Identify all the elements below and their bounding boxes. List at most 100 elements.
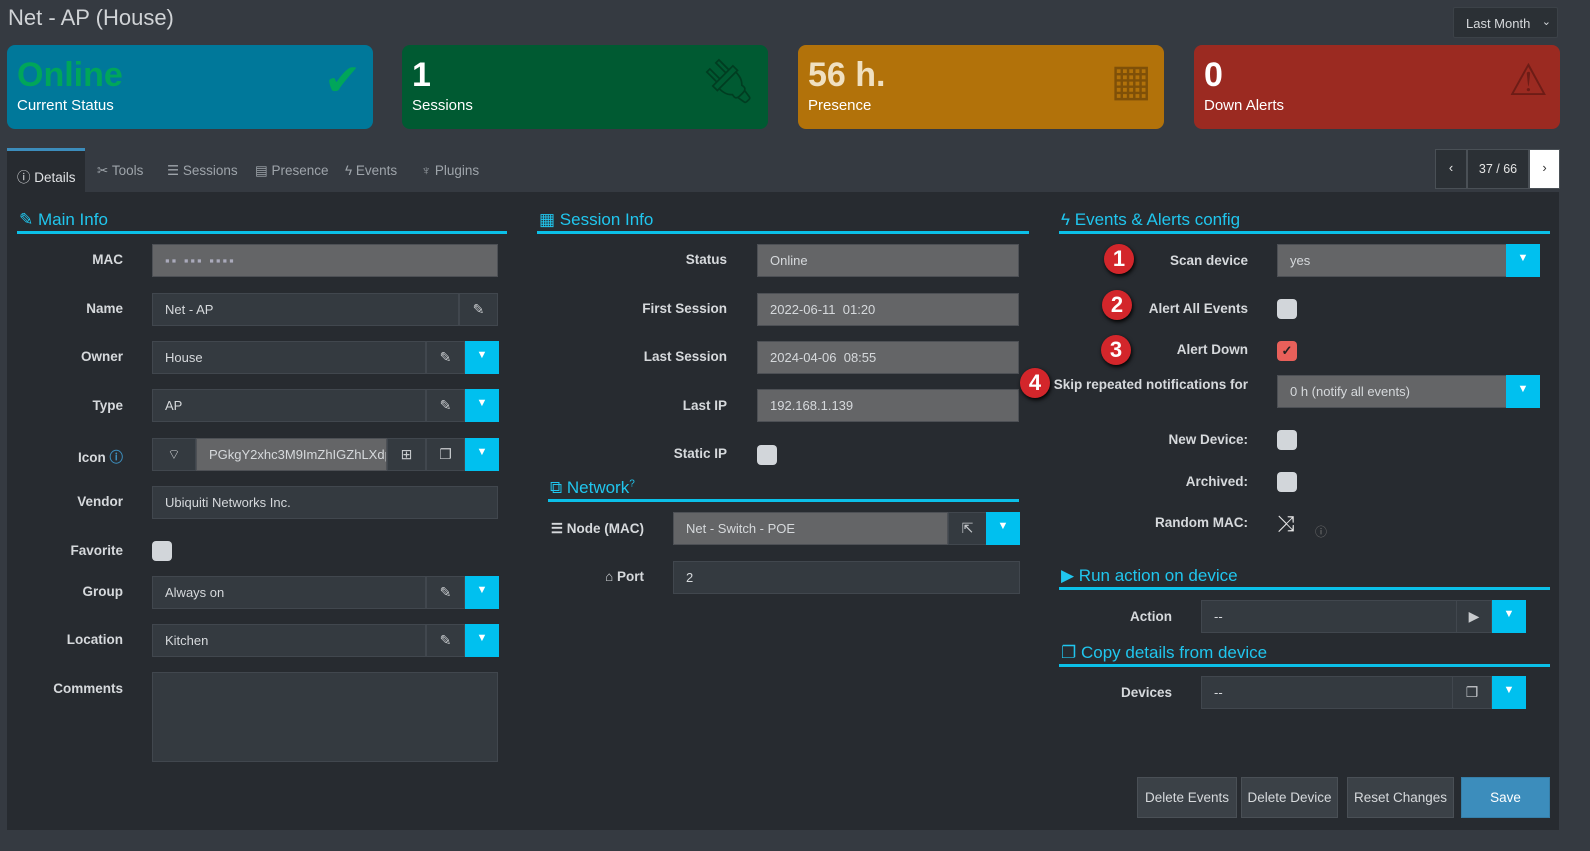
group-dropdown-button[interactable]: ▼ (465, 576, 499, 609)
help-icon[interactable]: ? (629, 478, 635, 490)
icon-dropdown-button[interactable]: ▼ (465, 438, 499, 471)
edit-location-button[interactable]: ✎ (426, 624, 465, 657)
tab-label: Presence (271, 163, 329, 178)
presence-card[interactable]: 56 h. Presence ▦ (798, 45, 1164, 129)
copy-icon-button[interactable]: ❐ (426, 438, 465, 471)
icon-field[interactable]: PGkgY2xhc3M9ImZhIGZhLXdp (196, 438, 387, 471)
new-device-checkbox[interactable] (1277, 430, 1297, 450)
heading-text: Network (566, 478, 630, 497)
node-label: ☰ Node (MAC) (550, 521, 644, 536)
copy-details-heading: ❐ Copy details from device (1059, 643, 1550, 667)
main-info-heading: ✎ Main Info (17, 210, 507, 234)
tab-plugins[interactable]: ♆ Plugins (421, 163, 480, 178)
location-field[interactable]: Kitchen (152, 624, 426, 657)
alert-down-checkbox[interactable]: ✓ (1277, 341, 1297, 361)
events-config-heading: ϟ Events & Alerts config (1059, 210, 1550, 234)
action-label: Action (1130, 609, 1172, 624)
tab-sessions[interactable]: ☰ Sessions (167, 163, 238, 178)
tab-tools[interactable]: ✂ Tools (97, 163, 144, 178)
owner-dropdown-button[interactable]: ▼ (465, 341, 499, 374)
name-field[interactable]: Net - AP (152, 293, 459, 326)
vendor-field[interactable]: Ubiquiti Networks Inc. (152, 486, 498, 519)
group-field[interactable]: Always on (152, 576, 426, 609)
tab-label: Events (355, 163, 398, 178)
sessions-card[interactable]: 1 Sessions 🔌︎ (402, 45, 768, 129)
location-dropdown-button[interactable]: ▼ (465, 624, 499, 657)
archived-label: Archived: (1185, 474, 1248, 489)
edit-type-button[interactable]: ✎ (426, 389, 465, 422)
period-select[interactable]: Last Month ⌄ (1453, 7, 1558, 38)
static-ip-checkbox[interactable] (757, 445, 777, 465)
info-icon[interactable]: ⓘ (1315, 525, 1328, 539)
alert-all-events-checkbox[interactable] (1277, 299, 1297, 319)
chevron-down-icon: ⌄ (1541, 16, 1551, 28)
owner-field[interactable]: House (152, 341, 426, 374)
save-button[interactable]: Save (1461, 777, 1550, 818)
delete-device-button[interactable]: Delete Device (1241, 777, 1338, 818)
comments-textarea[interactable] (152, 672, 498, 762)
reset-changes-button[interactable]: Reset Changes (1347, 777, 1454, 818)
action-select[interactable]: -- (1201, 600, 1457, 633)
down-alerts-card[interactable]: 0 Down Alerts ⚠ (1194, 45, 1560, 129)
action-dropdown-button[interactable]: ▼ (1492, 600, 1526, 633)
warning-icon: ⚠ (1508, 56, 1548, 105)
heading-text: Copy details from device (1080, 643, 1268, 662)
port-field[interactable]: 2 (673, 561, 1020, 594)
check-icon: ✔ (324, 56, 361, 105)
location-label: Location (66, 632, 123, 647)
node-field[interactable]: Net - Switch - POE (673, 512, 948, 545)
devices-select[interactable]: -- (1201, 676, 1453, 709)
card-label: Presence (808, 97, 872, 114)
mac-field[interactable]: ▪▪ ▪▪▪ ▪▪▪▪ (152, 244, 498, 277)
favorite-checkbox[interactable] (152, 541, 172, 561)
run-action-button[interactable]: ▶ (1456, 600, 1492, 633)
tab-label: Plugins (434, 163, 480, 178)
plug-icon: 🔌︎ (700, 57, 756, 106)
devices-dropdown-button[interactable]: ▼ (1492, 676, 1526, 709)
status-label: Status (685, 252, 727, 267)
next-device-button[interactable]: › (1529, 149, 1560, 189)
card-label: Down Alerts (1204, 97, 1285, 114)
type-dropdown-button[interactable]: ▼ (465, 389, 499, 422)
node-dropdown-button[interactable]: ▼ (986, 512, 1020, 545)
edit-group-button[interactable]: ✎ (426, 576, 465, 609)
card-value: Online (17, 56, 123, 94)
tab-presence[interactable]: ▤ Presence (255, 163, 329, 178)
new-device-label: New Device: (1168, 432, 1248, 447)
name-label: Name (86, 301, 123, 316)
edit-name-button[interactable]: ✎ (459, 293, 498, 326)
wifi-icon: ⌔ (152, 438, 196, 471)
tab-details[interactable]: ⓘ Details (7, 148, 85, 192)
last-ip-label: Last IP (682, 398, 727, 413)
prev-device-button[interactable]: ‹ (1435, 149, 1467, 189)
card-label: Sessions (412, 97, 473, 114)
scan-device-label: Scan device (1169, 253, 1248, 268)
add-icon-button[interactable]: ⊞ (387, 438, 426, 471)
type-field[interactable]: AP (152, 389, 426, 422)
copy-details-button[interactable]: ❐ (1452, 676, 1492, 709)
card-value: 0 (1204, 56, 1223, 94)
scan-device-dropdown-button[interactable]: ▼ (1506, 244, 1540, 277)
tab-events[interactable]: ϟ Events (345, 163, 398, 178)
delete-events-button[interactable]: Delete Events (1137, 777, 1237, 818)
calendar-icon: ▦ (1110, 56, 1152, 105)
edit-owner-button[interactable]: ✎ (426, 341, 465, 374)
tab-label: Sessions (182, 163, 238, 178)
run-action-heading: ▶ Run action on device (1059, 566, 1550, 590)
port-label: ⌂ Port (605, 569, 644, 584)
last-session-label: Last Session (643, 349, 727, 364)
scan-device-select[interactable]: yes (1277, 244, 1507, 277)
first-session-field: 2022-06-11 01:20 (757, 293, 1019, 326)
icon-label-text: Icon (77, 450, 106, 465)
skip-notifications-label: Skip repeated notifications for (1053, 377, 1248, 392)
open-node-button[interactable]: ⇱ (948, 512, 987, 545)
archived-checkbox[interactable] (1277, 472, 1297, 492)
skip-notifications-select[interactable]: 0 h (notify all events) (1277, 375, 1507, 408)
devices-label: Devices (1120, 685, 1172, 700)
skip-notifications-dropdown-button[interactable]: ▼ (1506, 375, 1540, 408)
help-icon[interactable]: ⓘ (109, 450, 124, 465)
first-session-label: First Session (642, 301, 727, 316)
icon-label: Icon ⓘ (78, 446, 123, 466)
status-card[interactable]: Online Current Status ✔ (7, 45, 373, 129)
mac-redacted: ▪▪ ▪▪▪ ▪▪▪▪ (165, 253, 236, 268)
